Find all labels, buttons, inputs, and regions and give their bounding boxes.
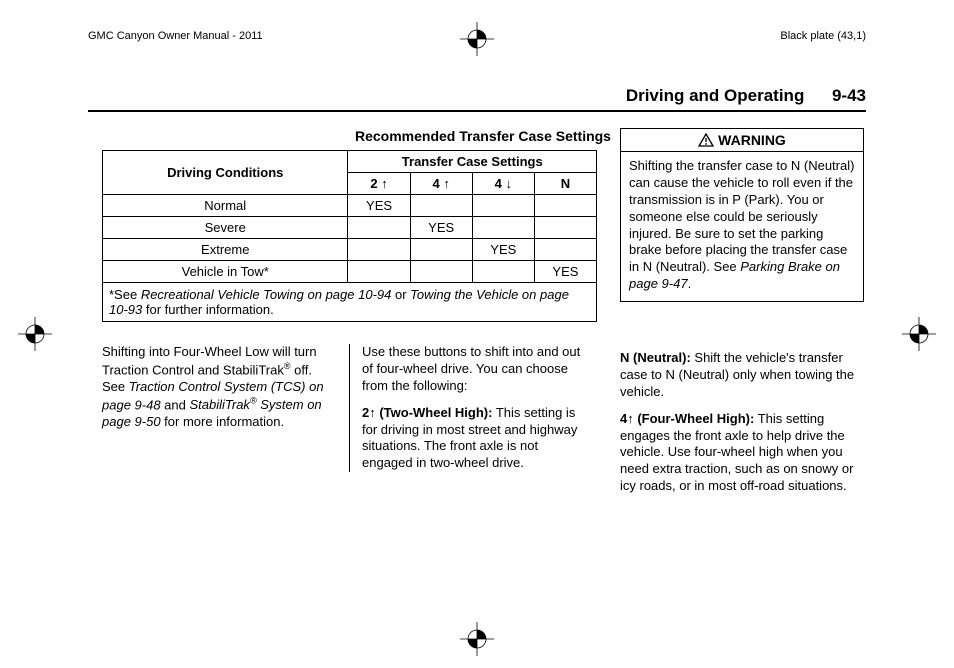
footnote-prefix: *See: [109, 287, 141, 302]
cell: [348, 217, 410, 239]
cell: [410, 195, 472, 217]
cell: [348, 261, 410, 283]
footnote-link: Recreational Vehicle Towing on page 10-9…: [141, 287, 392, 302]
paragraph: Shifting into Four-Wheel Low will turn T…: [102, 344, 335, 431]
paragraph: 4↑ (Four-Wheel High): This setting engag…: [620, 411, 864, 495]
table-row: Severe YES: [103, 217, 597, 239]
warning-text: .: [688, 276, 692, 291]
cell: [534, 195, 596, 217]
setting-label: N (Neutral):: [620, 350, 691, 365]
col-header-settings: Transfer Case Settings: [348, 151, 597, 173]
cell: YES: [534, 261, 596, 283]
table-row: Vehicle in Tow* YES: [103, 261, 597, 283]
col-header-n: N: [534, 173, 596, 195]
footnote-suffix: for further information.: [142, 302, 274, 317]
section-title: Driving and Operating: [626, 86, 805, 105]
cell: YES: [410, 217, 472, 239]
table-footnote: *See Recreational Vehicle Towing on page…: [103, 283, 597, 322]
row-label: Normal: [103, 195, 348, 217]
cell: [410, 261, 472, 283]
page-header: Driving and Operating 9-43: [88, 86, 866, 112]
text: and: [161, 397, 190, 412]
column-1: Shifting into Four-Wheel Low will turn T…: [102, 344, 349, 472]
page-number: 9-43: [832, 86, 866, 105]
paragraph: N (Neutral): Shift the vehicle's transfe…: [620, 350, 864, 401]
footnote-mid: or: [391, 287, 410, 302]
warning-title: WARNING: [718, 132, 786, 148]
registration-mark-top: [460, 22, 494, 56]
table-row: Normal YES: [103, 195, 597, 217]
setting-label: 4↑ (Four-Wheel High):: [620, 411, 754, 426]
manual-title: GMC Canyon Owner Manual - 2011: [88, 30, 263, 42]
reference-link: StabiliTrak: [189, 397, 249, 412]
cell: [534, 217, 596, 239]
text: for more information.: [161, 414, 285, 429]
cell: YES: [348, 195, 410, 217]
cell: [410, 239, 472, 261]
cell: [472, 195, 534, 217]
column-3: N (Neutral): Shift the vehicle's transfe…: [620, 350, 864, 505]
row-label: Extreme: [103, 239, 348, 261]
cell: [534, 239, 596, 261]
registration-mark-bottom: [460, 622, 494, 656]
col-header-4h: 4 ↑: [410, 173, 472, 195]
cell: [472, 217, 534, 239]
col-header-driving: Driving Conditions: [103, 151, 348, 195]
warning-icon: [698, 133, 714, 147]
col-header-4l: 4 ↓: [472, 173, 534, 195]
row-label: Severe: [103, 217, 348, 239]
paragraph: Use these buttons to shift into and out …: [362, 344, 582, 395]
paragraph: 2↑ (Two-Wheel High): This setting is for…: [362, 405, 582, 473]
cell: YES: [472, 239, 534, 261]
cell: [472, 261, 534, 283]
table-footnote-row: *See Recreational Vehicle Towing on page…: [103, 283, 597, 322]
warning-heading: WARNING: [621, 129, 863, 152]
table-row: Extreme YES: [103, 239, 597, 261]
registration-mark-left: [18, 317, 52, 351]
warning-body: Shifting the transfer case to N (Neutral…: [621, 152, 863, 301]
registration-mark-right: [902, 317, 936, 351]
row-label: Vehicle in Tow*: [103, 261, 348, 283]
transfer-case-table: Driving Conditions Transfer Case Setting…: [102, 150, 597, 322]
warning-text: Shifting the transfer case to N (Neutral…: [629, 158, 854, 274]
registered-mark: ®: [284, 361, 291, 371]
column-2: Use these buttons to shift into and out …: [349, 344, 596, 472]
col-header-2h: 2 ↑: [348, 173, 410, 195]
setting-label: 2↑ (Two-Wheel High):: [362, 405, 492, 420]
plate-info: Black plate (43,1): [780, 30, 866, 42]
warning-box: WARNING Shifting the transfer case to N …: [620, 128, 864, 302]
registered-mark: ®: [250, 396, 257, 406]
cell: [348, 239, 410, 261]
